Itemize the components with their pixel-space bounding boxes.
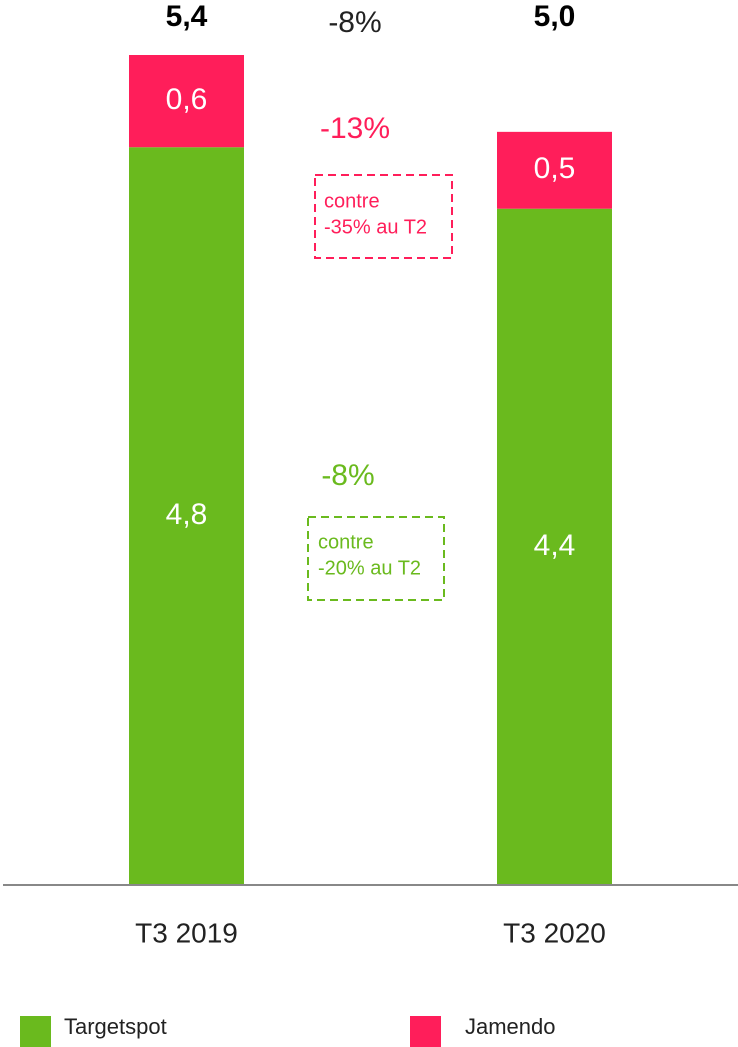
data-label: 4,4 xyxy=(534,529,576,562)
x-tick-label: T3 2020 xyxy=(503,917,606,948)
annotation-box xyxy=(307,516,445,601)
bar-segment xyxy=(497,131,612,209)
data-label: 0,6 xyxy=(166,83,208,116)
data-label: 4,8 xyxy=(166,498,208,531)
annotation-line: contre xyxy=(324,190,380,212)
bar-segment xyxy=(129,147,244,885)
bar-segment xyxy=(129,55,244,148)
legend-label: Targetspot xyxy=(64,1014,167,1039)
annotation-line: -20% au T2 xyxy=(318,557,421,579)
annotation-line: -35% au T2 xyxy=(324,216,427,238)
annotation-line: contre xyxy=(318,531,374,553)
annotation: -8% xyxy=(321,459,374,492)
legend-label: Jamendo xyxy=(465,1014,556,1039)
x-tick-label: T3 2019 xyxy=(135,917,238,948)
total-label: 5,4 xyxy=(166,0,208,33)
bar-segment xyxy=(497,208,612,885)
annotation-box xyxy=(314,174,453,259)
annotation: -8% xyxy=(328,6,381,39)
data-label: 0,5 xyxy=(534,152,576,185)
legend-swatch xyxy=(20,1016,51,1047)
total-label: 5,0 xyxy=(534,0,576,33)
annotation: -13% xyxy=(320,112,390,145)
legend-swatch xyxy=(410,1016,441,1047)
